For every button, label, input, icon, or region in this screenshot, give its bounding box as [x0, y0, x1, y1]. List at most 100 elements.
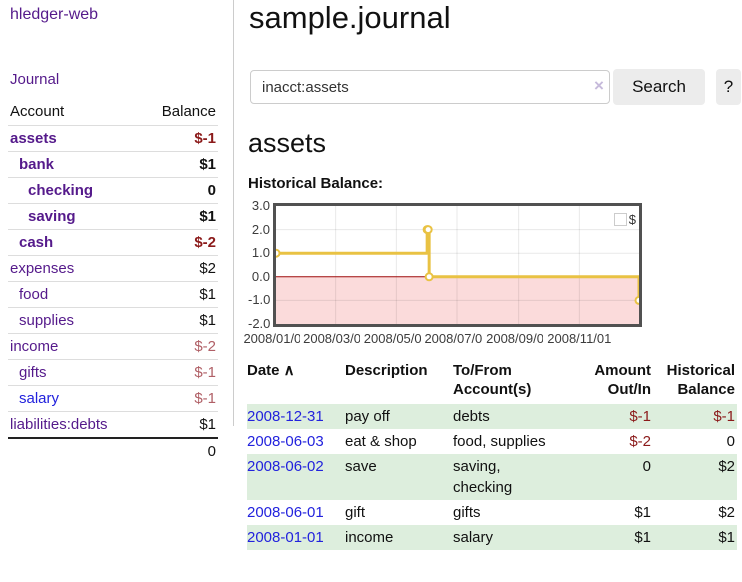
account-row: bank $1 [8, 151, 218, 178]
y-axis-tick-label: -2.0 [248, 316, 271, 331]
register-row: 2008-12-31 pay off debts $-1 $-1 [247, 403, 737, 429]
chart-legend: $ [613, 212, 636, 227]
register-date-cell: 2008-06-03 [247, 429, 345, 454]
register-amount-cell: $-1 [629, 407, 651, 425]
x-axis-tick-label: 2008/05/01 [360, 331, 433, 346]
transaction-date-link[interactable]: 2008-01-01 [247, 528, 324, 546]
register-description-cell: eat & shop [345, 432, 417, 450]
account-row: liabilities:debts $1 [8, 411, 218, 439]
account-balance: $-2 [194, 234, 216, 251]
x-axis-tick-label: 2008/11/01 [543, 331, 616, 346]
y-axis-tick-label: 3.0 [251, 198, 270, 213]
account-balance: $-1 [194, 364, 216, 381]
help-button[interactable]: ? [716, 69, 741, 105]
account-row: assets $-1 [8, 125, 218, 152]
register-table: Date ∧ Description To/From Account(s) Amount… [247, 360, 737, 550]
chart-plot-svg [276, 206, 639, 324]
y-axis-tick-label: 2.0 [251, 221, 270, 237]
account-balance: $-1 [194, 390, 216, 407]
account-link-checking[interactable]: checking [28, 182, 94, 199]
sidebar-item-journal[interactable]: Journal [10, 71, 60, 88]
chart-plot-area: $ [273, 203, 642, 327]
transaction-date-link[interactable]: 2008-12-31 [247, 407, 324, 425]
account-row: checking 0 [8, 177, 218, 204]
register-amount-cell: $1 [634, 503, 651, 521]
account-link-supplies[interactable]: supplies [19, 312, 75, 329]
account-balance: $1 [199, 208, 216, 225]
register-accounts-cell: saving, checking [453, 457, 513, 496]
legend-swatch-icon [613, 213, 627, 226]
account-balance: $1 [199, 156, 216, 173]
account-row: gifts $-1 [8, 359, 218, 386]
account-balance: $1 [199, 286, 216, 303]
register-date-cell: 2008-12-31 [247, 404, 345, 429]
historical-balance-chart: $ 3.0 2.0 1.0 0.0 -1.0 -2.0 2008/01/01 2008/03/… [240, 198, 718, 346]
accounts-total-row: 0 [8, 438, 218, 464]
account-balance: $-2 [194, 338, 216, 355]
y-axis-tick-label: 0.0 [251, 268, 270, 284]
legend-label: $ [628, 212, 636, 227]
account-link-assets[interactable]: assets [10, 130, 57, 147]
register-date-cell: 2008-06-02 [247, 454, 345, 500]
y-axis-tick-label: 1.0 [251, 245, 270, 261]
register-date-cell: 2008-06-01 [247, 500, 345, 525]
x-axis-tick-label: 2008/07/01 [421, 331, 493, 346]
account-link-saving[interactable]: saving [28, 208, 76, 225]
register-balance-cell: 0 [726, 432, 735, 450]
account-row: food $1 [8, 281, 218, 308]
register-accounts-cell: debts [453, 407, 490, 425]
app-title-link[interactable]: hledger-web [10, 6, 99, 23]
register-balance-cell: $1 [718, 528, 735, 546]
account-link-expenses[interactable]: expenses [10, 260, 75, 277]
transaction-date-link[interactable]: 2008-06-03 [247, 432, 324, 450]
account-row: expenses $2 [8, 255, 218, 282]
account-balance: $-1 [194, 130, 216, 147]
account-balance: 0 [207, 182, 216, 199]
register-accounts-cell: gifts [453, 503, 481, 521]
register-header-date[interactable]: Date ∧ [247, 362, 295, 379]
account-balance: $2 [199, 260, 216, 277]
register-date-cell: 2008-01-01 [247, 525, 345, 550]
register-row: 2008-06-03 eat & shop food, supplies $-2 0 [247, 429, 737, 454]
account-row: supplies $1 [8, 307, 218, 334]
register-balance-cell: $-1 [713, 407, 735, 425]
transaction-date-link[interactable]: 2008-06-01 [247, 503, 324, 521]
x-axis-tick-label: 2008/03/01 [299, 331, 372, 346]
transaction-date-link[interactable]: 2008-06-02 [247, 457, 324, 475]
x-axis-tick-label: 2008/01/01 [240, 331, 312, 346]
register-description-cell: pay off [345, 407, 390, 425]
search-button[interactable]: Search [613, 69, 705, 105]
accounts-header-balance: Balance [161, 103, 216, 120]
account-link-salary[interactable]: salary [19, 390, 60, 407]
page-title: sample.journal [249, 0, 451, 35]
account-link-cash[interactable]: cash [19, 234, 54, 251]
accounts-header-account: Account [10, 103, 65, 120]
register-balance-cell: $2 [718, 457, 735, 475]
register-accounts-cell: food, supplies [453, 432, 546, 450]
account-link-liabilities-debts[interactable]: liabilities:debts [10, 416, 108, 433]
search-input[interactable] [250, 70, 610, 104]
register-description-cell: gift [345, 503, 366, 521]
account-balance: $1 [199, 416, 216, 433]
account-row: saving $1 [8, 203, 218, 230]
register-balance-cell: $2 [718, 503, 735, 521]
clear-search-icon[interactable]: × [594, 76, 604, 95]
account-link-bank[interactable]: bank [19, 156, 55, 173]
register-amount-cell: $-2 [629, 432, 651, 450]
account-row: income $-2 [8, 333, 218, 360]
sidebar-divider [233, 0, 234, 426]
account-row: salary $-1 [8, 385, 218, 412]
register-row: 2008-06-02 save saving, checking 0 $2 [247, 453, 737, 500]
register-row: 2008-06-01 gift gifts $1 $2 [247, 500, 737, 525]
register-header-description: Description [345, 362, 428, 379]
sort-asc-icon: ∧ [279, 362, 295, 379]
account-link-food[interactable]: food [19, 286, 49, 303]
account-link-income[interactable]: income [10, 338, 59, 355]
account-link-gifts[interactable]: gifts [19, 364, 47, 381]
register-amount-cell: 0 [642, 457, 651, 475]
account-heading: assets [248, 128, 327, 158]
register-description-cell: income [345, 528, 394, 546]
register-row: 2008-01-01 income salary $1 $1 [247, 524, 737, 550]
register-header-tofrom: To/From Account(s) [453, 362, 532, 398]
accounts-total-spacer [8, 438, 141, 464]
